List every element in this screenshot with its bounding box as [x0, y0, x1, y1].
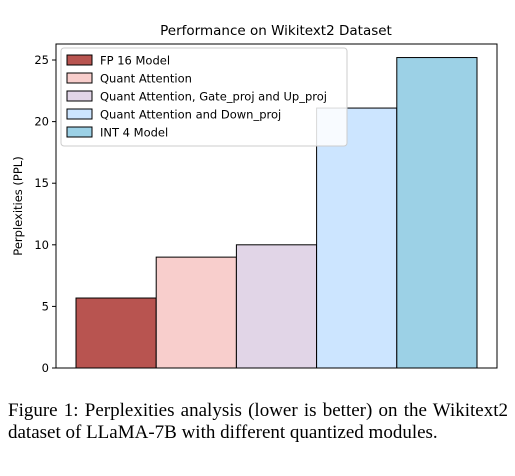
bar-chart: Performance on Wikitext2 Dataset 0 5 10 15 2…	[11, 23, 498, 375]
y-tick-label: 25	[34, 53, 49, 67]
bars-group	[75, 57, 478, 369]
legend-label: FP 16 Model	[100, 54, 170, 68]
legend-swatch	[66, 72, 93, 84]
chart-title: Performance on Wikitext2 Dataset	[160, 23, 392, 39]
bar	[155, 256, 237, 369]
bar	[316, 107, 398, 369]
legend-label: Quant Attention, Gate_proj and Up_proj	[100, 90, 327, 104]
bar	[396, 57, 478, 369]
legend-swatch	[66, 90, 93, 102]
y-tick-label: 10	[34, 238, 49, 252]
y-tick-label: 15	[34, 176, 49, 190]
plot-frame	[55, 43, 498, 369]
y-tick-label: 5	[42, 299, 49, 313]
y-tick-label: 20	[34, 115, 49, 129]
legend-swatch	[66, 54, 93, 66]
y-axis-label: Perplexities (PPL)	[11, 156, 25, 255]
legend-swatch	[66, 126, 93, 138]
figure-caption: Figure 1: Perplexities analysis (lower i…	[8, 400, 508, 443]
legend-label: INT 4 Model	[100, 126, 168, 140]
legend-label: Quant Attention	[100, 72, 192, 86]
legend: FP 16 Model Quant Attention Quant Attentio…	[60, 47, 348, 147]
bar	[75, 297, 157, 369]
legend-swatch	[66, 108, 93, 120]
legend-box	[60, 47, 348, 147]
legend-label: Quant Attention and Down_proj	[100, 108, 281, 122]
y-tick-label: 0	[42, 361, 49, 375]
bar	[235, 244, 318, 369]
y-axis: 0 5 10 15 20 25	[34, 53, 56, 375]
